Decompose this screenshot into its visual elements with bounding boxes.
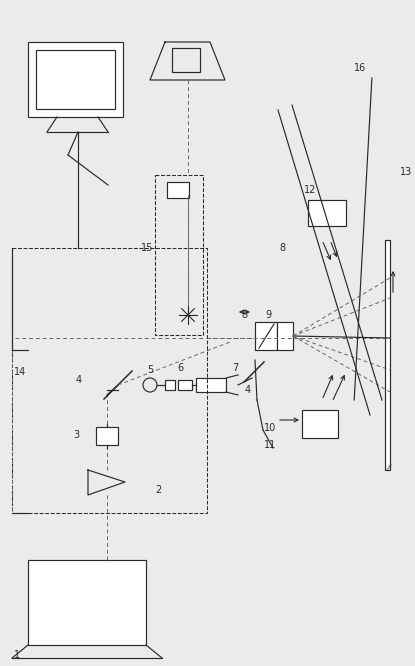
Text: 13: 13 [400, 167, 412, 177]
Bar [28, 560, 146, 645]
Text: 11: 11 [264, 440, 276, 450]
Text: 4: 4 [76, 375, 82, 385]
Text: 8: 8 [241, 310, 247, 320]
Bar [165, 380, 175, 390]
Text: 4: 4 [245, 385, 251, 395]
Text: 7: 7 [232, 363, 238, 373]
Text: 14: 14 [14, 367, 26, 377]
Text: 12: 12 [304, 185, 316, 195]
Bar [308, 200, 346, 226]
Text: 1: 1 [14, 650, 20, 660]
Text: /: / [385, 464, 391, 473]
Bar [155, 175, 203, 335]
Bar [302, 410, 338, 438]
Text: 15: 15 [141, 243, 153, 253]
Bar [178, 380, 192, 390]
Bar [36, 50, 115, 109]
Bar [196, 378, 226, 392]
Text: 8: 8 [279, 243, 285, 253]
Text: 10: 10 [264, 423, 276, 433]
Text: 3: 3 [73, 430, 79, 440]
Text: 5: 5 [147, 365, 153, 375]
Text: 6: 6 [177, 363, 183, 373]
Bar [12, 248, 207, 513]
Text: 2: 2 [155, 485, 161, 495]
Bar [255, 322, 277, 350]
Bar [167, 182, 189, 198]
Bar [172, 48, 200, 72]
Bar [28, 42, 123, 117]
Bar [96, 427, 118, 445]
Text: 9: 9 [265, 310, 271, 320]
Bar [385, 240, 390, 470]
Bar [277, 322, 293, 350]
Text: 16: 16 [354, 63, 366, 73]
